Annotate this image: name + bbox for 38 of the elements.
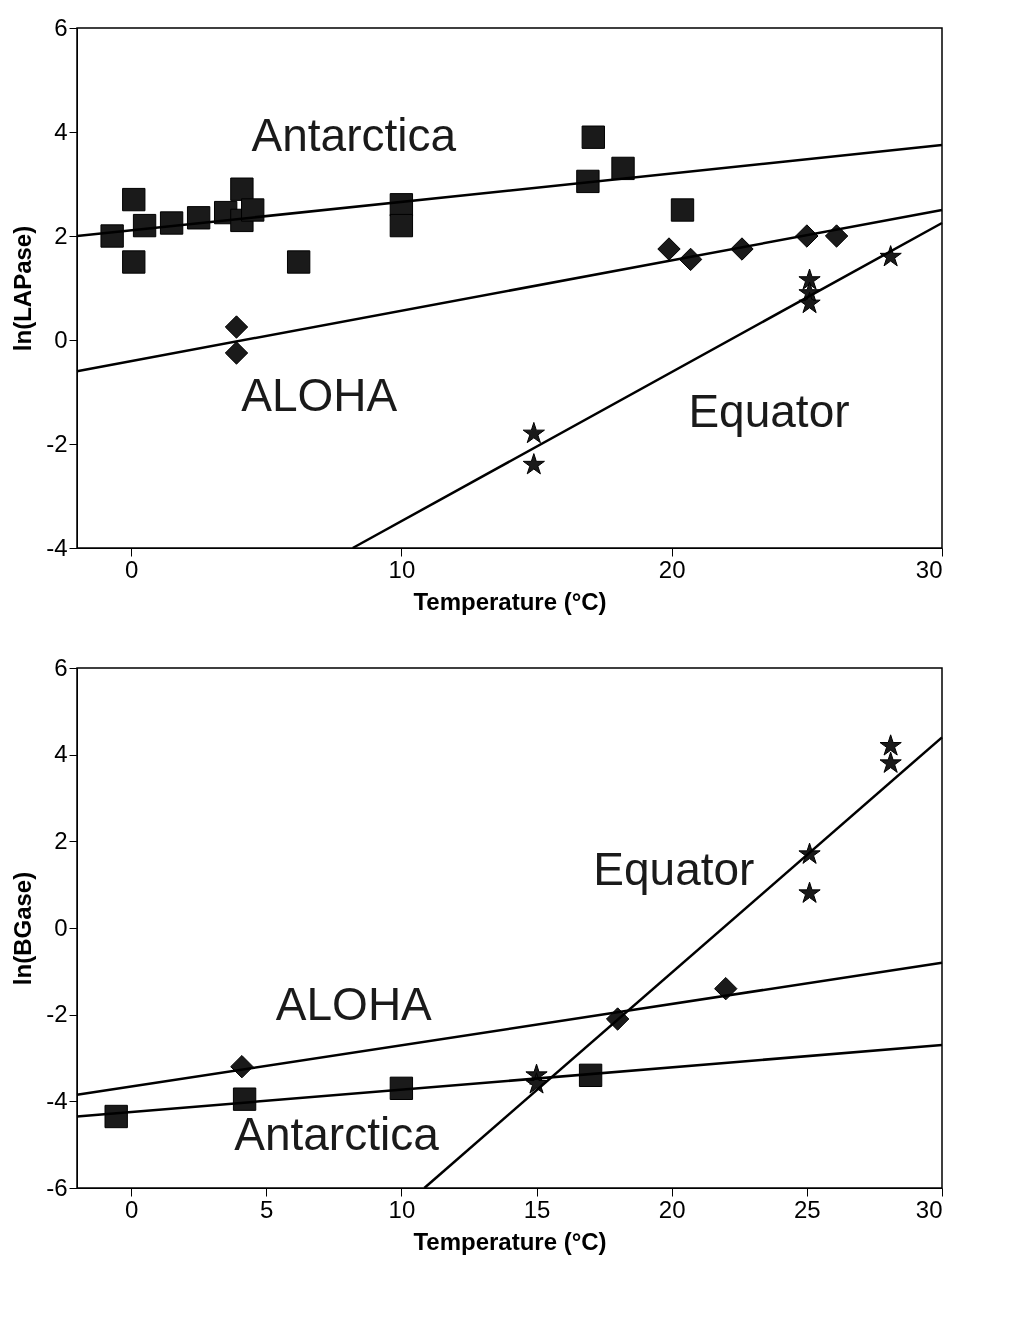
x-tick-label: 10 (388, 1195, 416, 1223)
x-tick-label: 25 (793, 1195, 821, 1223)
y-axis-title: ln(LAPase) (9, 225, 37, 352)
x-tick-label: 15 (523, 1195, 551, 1223)
point (798, 881, 821, 903)
series-label: Antarctica (251, 109, 457, 162)
y-tick-label: 4 (54, 117, 68, 145)
y-tick-label: 6 (54, 653, 68, 681)
y-tick-label: -4 (46, 1086, 68, 1114)
x-tick-label: 20 (658, 1195, 686, 1223)
y-tick-label: 4 (54, 740, 68, 768)
point (879, 734, 902, 756)
y-tick-label: 0 (54, 913, 68, 941)
y-tick-label: -4 (46, 533, 68, 561)
y-tick-label: -6 (46, 1173, 68, 1201)
y-tick-label: 2 (54, 221, 68, 249)
series-label: Equator (593, 842, 755, 895)
x-tick-label: 0 (124, 1195, 139, 1223)
series-label: Antarctica (234, 1108, 440, 1160)
y-tick-label: -2 (46, 429, 68, 457)
x-axis-title: Temperature (°C) (413, 1227, 607, 1255)
x-tick-label: 0 (124, 555, 139, 583)
point (879, 751, 902, 773)
y-axis-title: ln(BGase) (9, 871, 37, 986)
x-tick-label: 10 (388, 555, 416, 583)
point (714, 976, 738, 1001)
y-tick-label: 2 (54, 826, 68, 854)
series-label: ALOHA (275, 978, 433, 1030)
x-tick-label: 5 (260, 1195, 274, 1223)
series-label: Equator (688, 384, 850, 437)
y-tick-label: 6 (54, 13, 68, 41)
series-label: ALOHA (241, 369, 398, 422)
y-tick-label: 0 (54, 325, 68, 353)
x-tick-label: 30 (915, 1195, 943, 1223)
x-axis-title: Temperature (°C) (413, 587, 607, 615)
x-tick-label: 30 (915, 555, 943, 583)
y-tick-label: -2 (46, 1000, 68, 1028)
x-tick-label: 20 (658, 555, 686, 583)
